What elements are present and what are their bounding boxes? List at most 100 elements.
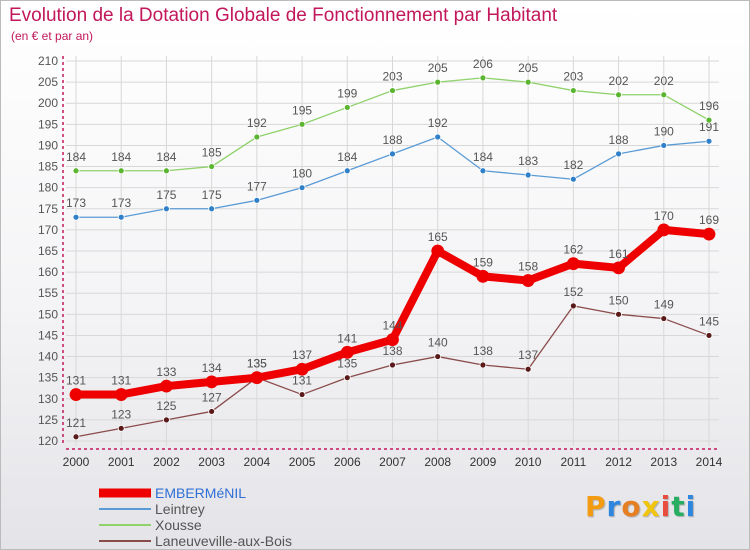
data-label-leintrey: 184 bbox=[337, 150, 357, 164]
data-label-emberm-nil: 165 bbox=[428, 230, 448, 244]
data-label-leintrey: 177 bbox=[247, 179, 267, 193]
data-point-xousse bbox=[615, 91, 622, 99]
data-label-laneuveville-aux-bois: 127 bbox=[202, 390, 222, 404]
data-point-laneuveville-aux-bois bbox=[705, 332, 713, 339]
data-point-leintrey bbox=[117, 213, 125, 221]
data-label-leintrey: 175 bbox=[156, 188, 176, 202]
data-point-emberm-nil bbox=[205, 375, 219, 389]
data-label-leintrey: 183 bbox=[518, 154, 538, 168]
data-point-leintrey bbox=[615, 150, 622, 158]
data-label-emberm-nil: 131 bbox=[111, 374, 131, 388]
data-point-leintrey bbox=[72, 213, 80, 221]
data-point-laneuveville-aux-bois bbox=[434, 353, 442, 360]
x-tick-label: 2010 bbox=[515, 455, 542, 469]
data-point-laneuveville-aux-bois bbox=[479, 361, 487, 369]
data-label-emberm-nil: 135 bbox=[247, 357, 267, 371]
data-point-emberm-nil bbox=[431, 244, 445, 258]
data-point-laneuveville-aux-bois bbox=[524, 365, 532, 373]
data-label-laneuveville-aux-bois: 123 bbox=[111, 407, 131, 421]
data-label-emberm-nil: 169 bbox=[699, 213, 719, 227]
data-label-laneuveville-aux-bois: 131 bbox=[292, 374, 312, 388]
y-tick-label: 165 bbox=[38, 244, 58, 258]
proxiti-logo: Proxiti bbox=[585, 490, 697, 523]
data-label-leintrey: 173 bbox=[111, 196, 131, 210]
data-label-emberm-nil: 133 bbox=[156, 365, 176, 379]
data-label-emberm-nil: 162 bbox=[563, 243, 583, 257]
data-label-xousse: 205 bbox=[518, 61, 538, 75]
data-point-xousse bbox=[660, 91, 668, 99]
data-point-leintrey bbox=[343, 167, 351, 175]
data-label-xousse: 184 bbox=[111, 150, 131, 164]
y-tick-label: 145 bbox=[38, 328, 58, 342]
data-point-emberm-nil bbox=[657, 223, 671, 237]
data-point-leintrey bbox=[389, 150, 396, 158]
y-tick-label: 185 bbox=[38, 160, 58, 174]
data-label-laneuveville-aux-bois: 135 bbox=[247, 357, 267, 371]
data-point-laneuveville-aux-bois bbox=[163, 416, 170, 424]
y-tick-label: 160 bbox=[38, 265, 58, 279]
data-label-laneuveville-aux-bois: 125 bbox=[156, 399, 176, 413]
data-point-xousse bbox=[117, 167, 125, 175]
data-label-xousse: 185 bbox=[202, 146, 222, 160]
data-label-laneuveville-aux-bois: 149 bbox=[654, 298, 674, 312]
x-tick-label: 2011 bbox=[560, 455, 586, 469]
data-label-laneuveville-aux-bois: 138 bbox=[473, 344, 493, 358]
legend-label: EMBERMéNIL bbox=[155, 485, 247, 501]
data-label-emberm-nil: 141 bbox=[337, 331, 357, 345]
y-tick-label: 120 bbox=[38, 434, 58, 448]
data-label-leintrey: 175 bbox=[202, 188, 222, 202]
data-label-emberm-nil: 134 bbox=[202, 361, 222, 375]
data-label-emberm-nil: 131 bbox=[66, 374, 86, 388]
x-tick-label: 2002 bbox=[153, 455, 180, 469]
data-label-laneuveville-aux-bois: 121 bbox=[66, 416, 86, 430]
y-tick-label: 195 bbox=[38, 117, 58, 131]
data-point-leintrey bbox=[253, 196, 261, 204]
data-point-laneuveville-aux-bois bbox=[343, 374, 351, 382]
y-tick-label: 175 bbox=[38, 202, 58, 216]
data-point-emberm-nil bbox=[160, 379, 173, 393]
legend-swatch bbox=[99, 508, 151, 510]
data-point-leintrey bbox=[524, 171, 532, 179]
data-point-leintrey bbox=[705, 137, 713, 145]
x-tick-label: 2001 bbox=[108, 455, 135, 469]
data-label-laneuveville-aux-bois: 137 bbox=[518, 348, 538, 362]
data-point-emberm-nil bbox=[612, 261, 625, 275]
x-tick-label: 2014 bbox=[696, 455, 723, 469]
data-label-leintrey: 188 bbox=[609, 133, 629, 147]
data-point-emberm-nil bbox=[69, 388, 83, 401]
data-label-leintrey: 190 bbox=[654, 124, 674, 138]
data-label-xousse: 202 bbox=[654, 74, 674, 88]
legend-swatch bbox=[99, 540, 151, 542]
data-point-emberm-nil bbox=[114, 388, 128, 401]
data-point-laneuveville-aux-bois bbox=[298, 391, 306, 398]
data-label-laneuveville-aux-bois: 145 bbox=[699, 314, 719, 328]
data-label-leintrey: 191 bbox=[699, 120, 719, 134]
data-point-laneuveville-aux-bois bbox=[660, 315, 668, 322]
data-label-xousse: 199 bbox=[337, 86, 357, 100]
data-point-emberm-nil bbox=[295, 362, 309, 376]
y-tick-label: 135 bbox=[38, 371, 58, 385]
data-point-xousse bbox=[163, 167, 170, 175]
data-point-xousse bbox=[343, 104, 351, 111]
data-point-laneuveville-aux-bois bbox=[569, 302, 577, 310]
data-label-laneuveville-aux-bois: 138 bbox=[382, 344, 402, 358]
data-label-leintrey: 173 bbox=[66, 196, 86, 210]
data-point-xousse bbox=[298, 120, 306, 128]
y-tick-label: 190 bbox=[38, 138, 58, 152]
data-label-xousse: 184 bbox=[156, 150, 176, 164]
y-tick-label: 155 bbox=[38, 286, 58, 300]
y-tick-label: 200 bbox=[38, 96, 58, 110]
y-tick-label: 140 bbox=[38, 350, 58, 364]
data-label-emberm-nil: 144 bbox=[382, 319, 402, 333]
data-label-emberm-nil: 170 bbox=[654, 209, 674, 223]
data-label-emberm-nil: 137 bbox=[292, 348, 312, 362]
legend-swatch bbox=[99, 524, 151, 526]
data-point-emberm-nil bbox=[250, 371, 264, 385]
data-label-xousse: 203 bbox=[563, 70, 583, 84]
x-tick-label: 2007 bbox=[379, 455, 406, 469]
data-label-xousse: 192 bbox=[247, 116, 267, 130]
data-label-leintrey: 182 bbox=[563, 158, 583, 172]
data-point-xousse bbox=[705, 116, 713, 124]
data-point-emberm-nil bbox=[340, 345, 354, 359]
y-tick-label: 130 bbox=[38, 392, 58, 406]
